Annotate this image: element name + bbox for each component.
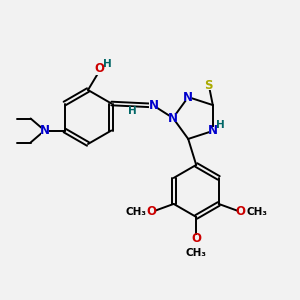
Bar [149, 101, 158, 110]
Text: N: N [148, 99, 158, 112]
Text: CH₃: CH₃ [246, 207, 267, 217]
Bar [40, 127, 49, 134]
Bar [204, 80, 214, 90]
Bar [192, 235, 200, 243]
Text: H: H [216, 120, 225, 130]
Text: N: N [40, 124, 50, 137]
Bar [209, 127, 217, 135]
Text: CH₃: CH₃ [186, 248, 207, 258]
Text: H: H [128, 106, 137, 116]
Text: O: O [236, 206, 246, 218]
Text: O: O [191, 232, 201, 245]
Bar [128, 107, 136, 114]
Text: H: H [103, 59, 111, 69]
Bar [169, 114, 177, 122]
Text: CH₃: CH₃ [125, 207, 146, 217]
Bar [237, 208, 245, 216]
Text: S: S [205, 79, 213, 92]
Text: O: O [147, 206, 157, 218]
Text: N: N [183, 91, 193, 103]
Text: N: N [168, 112, 178, 124]
Bar [184, 93, 192, 101]
Text: N: N [208, 124, 218, 137]
Text: O: O [94, 62, 104, 76]
Bar [148, 208, 156, 216]
Bar [95, 65, 105, 75]
